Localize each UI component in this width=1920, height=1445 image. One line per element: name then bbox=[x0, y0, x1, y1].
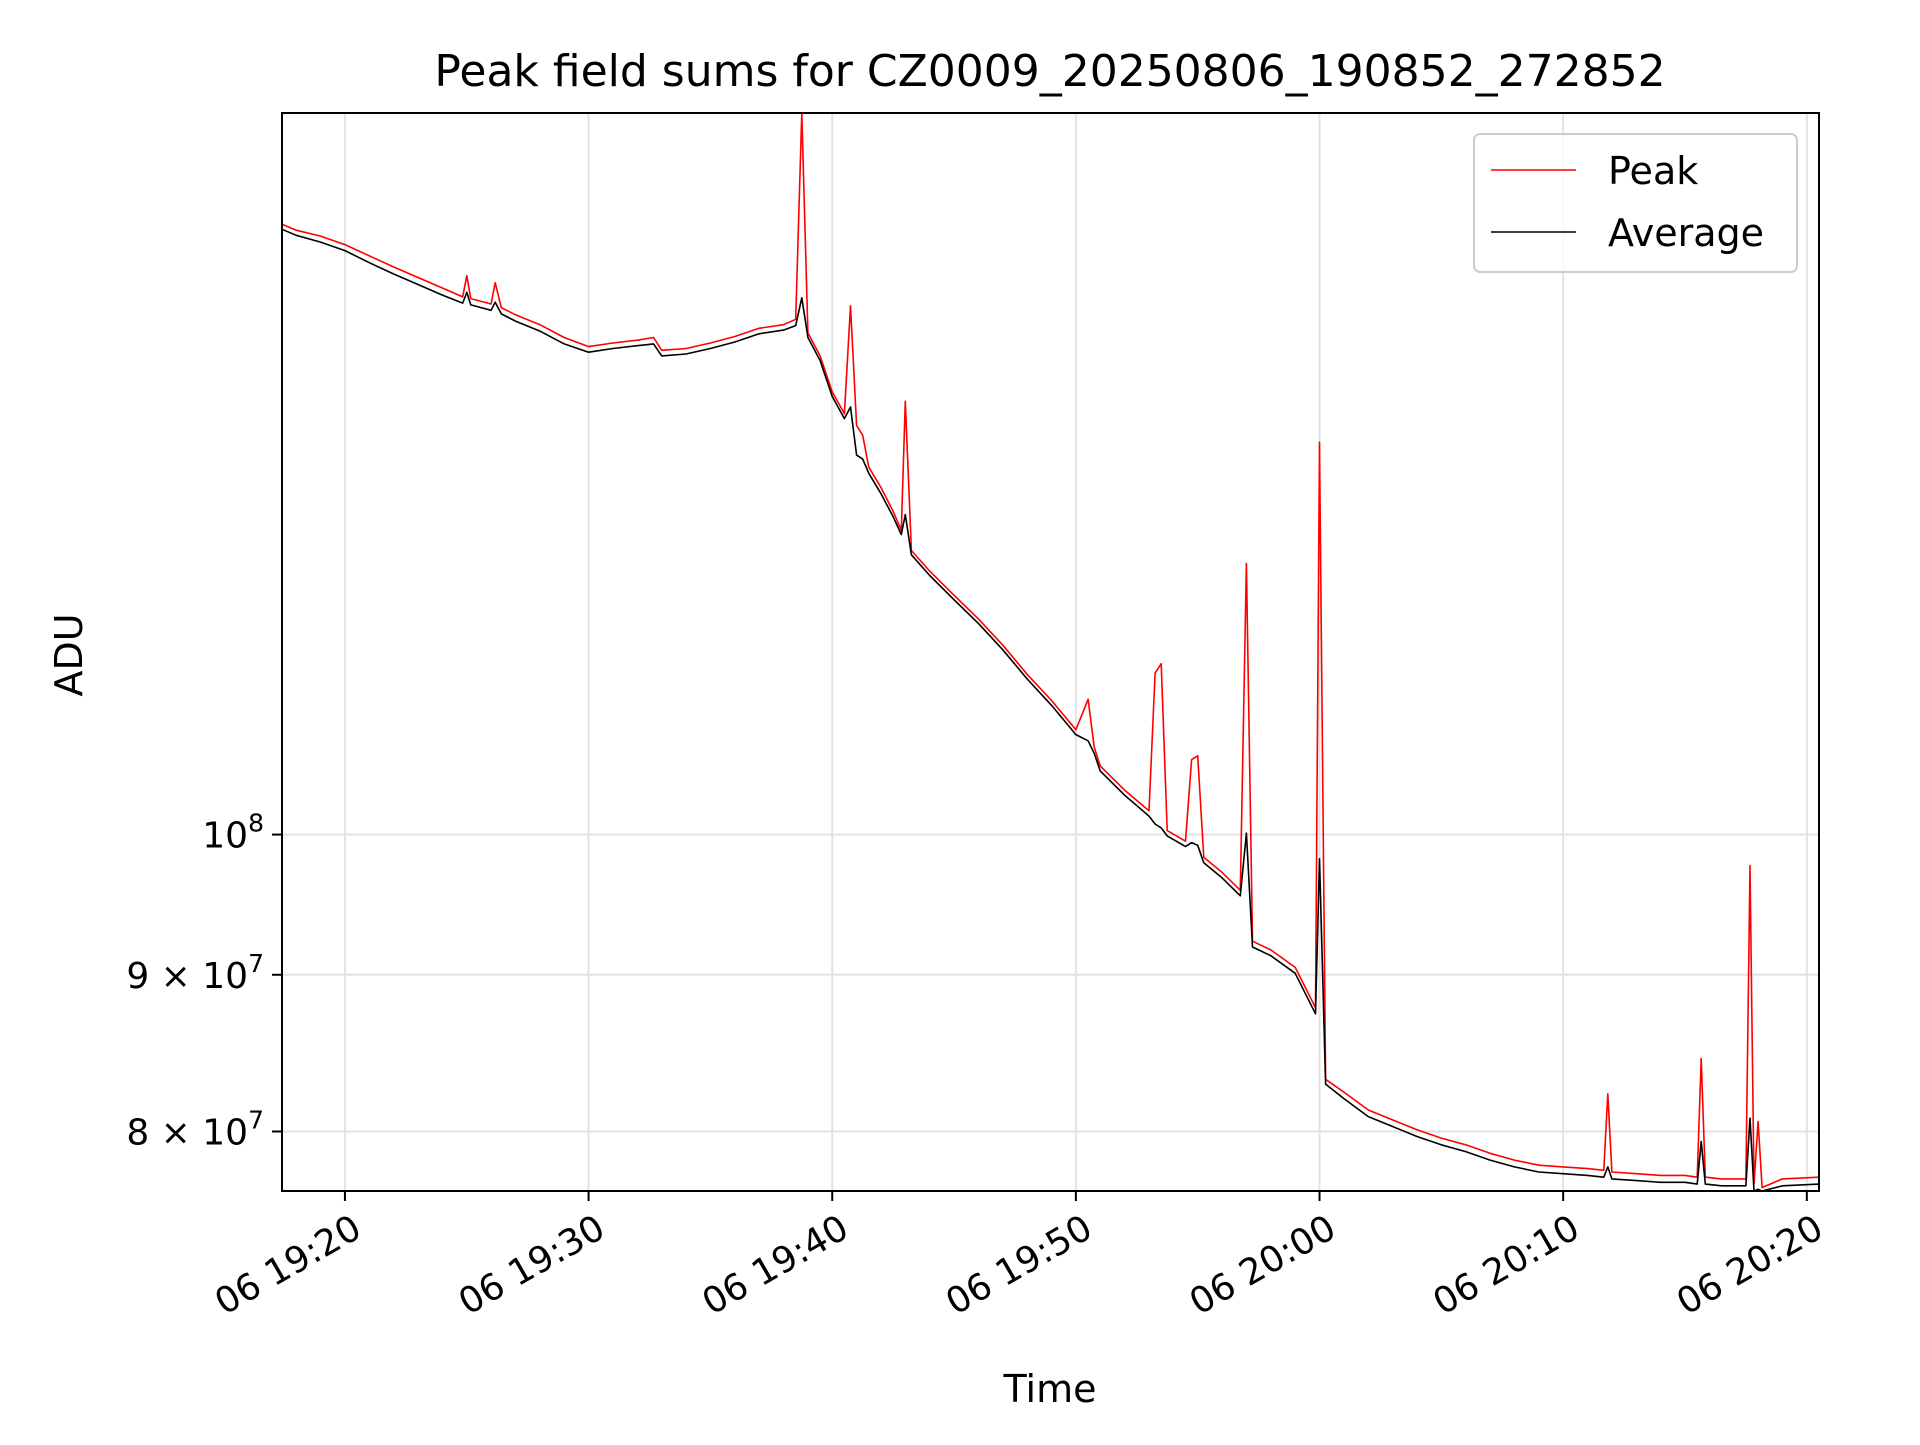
legend: Peak Average bbox=[1473, 133, 1798, 273]
legend-frame bbox=[1473, 133, 1798, 273]
chart-title: Peak field sums for CZ0009_20250806_1908… bbox=[434, 46, 1665, 97]
plot-area bbox=[281, 112, 1820, 1192]
y-axis-label: ADU bbox=[47, 613, 91, 696]
y-tick-label: 9 × 107 bbox=[126, 949, 264, 997]
y-tick-label: 8 × 107 bbox=[126, 1105, 264, 1153]
x-axis-label: Time bbox=[1003, 1367, 1097, 1411]
y-tick-label: 108 bbox=[202, 809, 264, 857]
axes-frame bbox=[281, 112, 1820, 1192]
series-line-average bbox=[281, 228, 1820, 1192]
y-axis-ticks: 8 × 107 9 × 107 108 bbox=[126, 809, 282, 1153]
legend-label-peak: Peak bbox=[1608, 149, 1698, 193]
legend-label-average: Average bbox=[1608, 211, 1764, 255]
grid-lines bbox=[282, 113, 1819, 1191]
series-line-peak bbox=[281, 112, 1820, 1189]
